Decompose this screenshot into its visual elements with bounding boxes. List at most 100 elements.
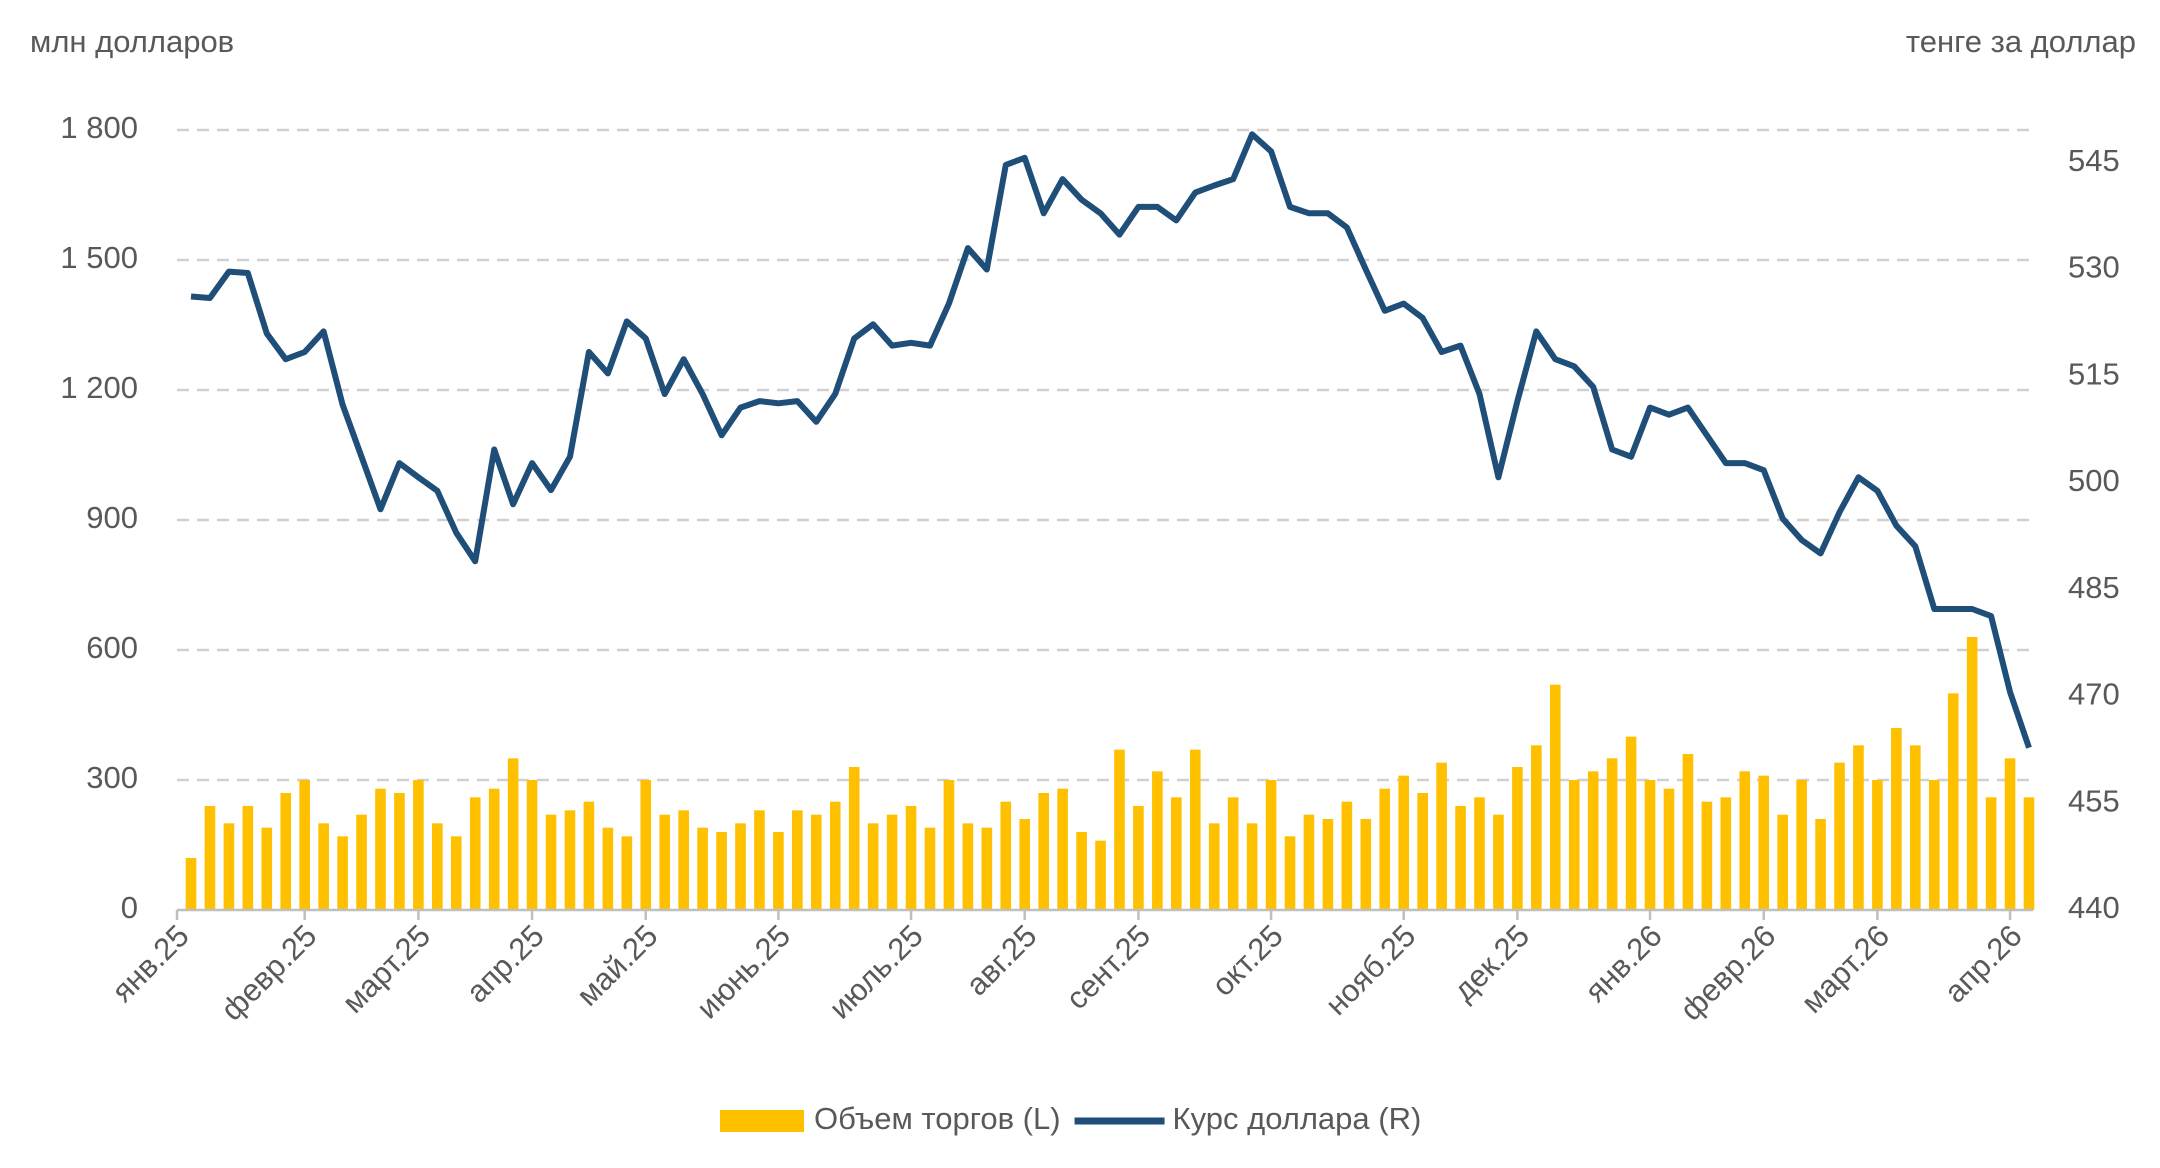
bar (1663, 788, 1675, 910)
y-tick-label: 1 800 (60, 110, 138, 145)
bar (337, 836, 348, 910)
bar (1644, 780, 1656, 910)
x-tick-label: июнь.25 (690, 918, 797, 1025)
y-tick-label: 1 200 (60, 370, 138, 405)
bar (1000, 801, 1012, 910)
x-tick-label: март.26 (1794, 918, 1896, 1020)
bar (2023, 797, 2035, 910)
bar (1474, 797, 1485, 910)
line (190, 131, 2032, 749)
bar (1284, 836, 1296, 910)
bar (1625, 736, 1637, 910)
y-tick-label: 1 500 (60, 240, 138, 275)
bar (1436, 762, 1447, 910)
bar (1152, 771, 1163, 910)
bar (1777, 814, 1788, 910)
x-tick-label: янв.26 (1578, 918, 1669, 1009)
bar (1417, 793, 1428, 910)
bar (659, 814, 671, 910)
y2-tick-label: 440 (2068, 890, 2120, 925)
bar (261, 827, 273, 910)
bar (754, 810, 765, 910)
bar (1891, 728, 1902, 910)
bar (1512, 767, 1523, 910)
y2-tick-label: 455 (2068, 783, 2120, 818)
bar (318, 823, 329, 910)
bar (1095, 840, 1106, 910)
bar (962, 823, 974, 910)
bar (564, 810, 576, 910)
bar (223, 823, 235, 910)
legend-label: Курс доллара (R) (1173, 1101, 1422, 1136)
bar (735, 823, 746, 910)
bar (2004, 758, 2016, 910)
bar (678, 810, 689, 910)
bar (507, 758, 519, 910)
x-tick-label: май.25 (570, 918, 665, 1013)
bar (526, 780, 538, 910)
y-tick-label: 600 (86, 630, 138, 665)
x-tick-label: март.25 (335, 918, 437, 1020)
bar (1208, 823, 1220, 910)
bar (1189, 749, 1201, 910)
bar (185, 858, 197, 910)
bar (1114, 749, 1125, 910)
bar (394, 793, 405, 910)
x-tick-label: сент.25 (1059, 918, 1157, 1016)
bar (848, 767, 860, 910)
bar (1076, 832, 1087, 910)
x-tick-label: апр.26 (1937, 918, 2028, 1009)
bar (905, 806, 917, 910)
y2-tick-label: 470 (2068, 677, 2120, 712)
bar (1947, 693, 1959, 910)
x-tick-label: нояб.25 (1318, 918, 1422, 1022)
bar (413, 780, 424, 910)
bar (432, 823, 443, 910)
x-tick-label: авг.25 (959, 918, 1043, 1002)
y-tick-label: 0 (121, 890, 138, 925)
bar (1531, 745, 1542, 910)
bar (1227, 797, 1239, 910)
bar (1019, 819, 1031, 910)
bar (792, 810, 803, 910)
x-tick-label: февр.25 (214, 918, 323, 1027)
x-tick-label: окт.25 (1205, 918, 1290, 1003)
bar (1796, 780, 1807, 910)
bar (488, 788, 500, 910)
x-tick-label: апр.25 (459, 918, 550, 1009)
x-tick-label: янв.25 (105, 918, 196, 1009)
bar (583, 801, 595, 910)
bar (1360, 819, 1372, 910)
bar (1398, 775, 1410, 910)
bar (1739, 771, 1751, 910)
x-tick-label: июль.25 (822, 918, 930, 1026)
bar (450, 836, 462, 910)
bar (1910, 745, 1921, 910)
bar (924, 827, 936, 910)
bar (356, 814, 367, 910)
legend-swatch (720, 1110, 804, 1132)
bar (640, 780, 652, 910)
x-tick-label: февр.26 (1673, 918, 1782, 1027)
bar (886, 814, 898, 910)
y-tick-label: 300 (86, 760, 138, 795)
bar (1872, 780, 1883, 910)
bar (1493, 814, 1504, 910)
bar (1379, 788, 1391, 910)
bar (299, 780, 310, 910)
bar (621, 836, 633, 910)
bar (1853, 745, 1864, 910)
bar (1587, 771, 1599, 910)
y-axis-title: млн долларов (30, 24, 234, 59)
bar (697, 827, 708, 910)
bar (204, 806, 216, 910)
legend-label: Объем торгов (L) (814, 1101, 1061, 1136)
y2-tick-label: 515 (2068, 356, 2120, 391)
bar (242, 806, 254, 910)
y-tick-label: 900 (86, 500, 138, 535)
bar (1265, 780, 1277, 910)
bar (1815, 819, 1826, 910)
bar (602, 827, 614, 910)
bar (943, 780, 955, 910)
bar (545, 814, 557, 910)
